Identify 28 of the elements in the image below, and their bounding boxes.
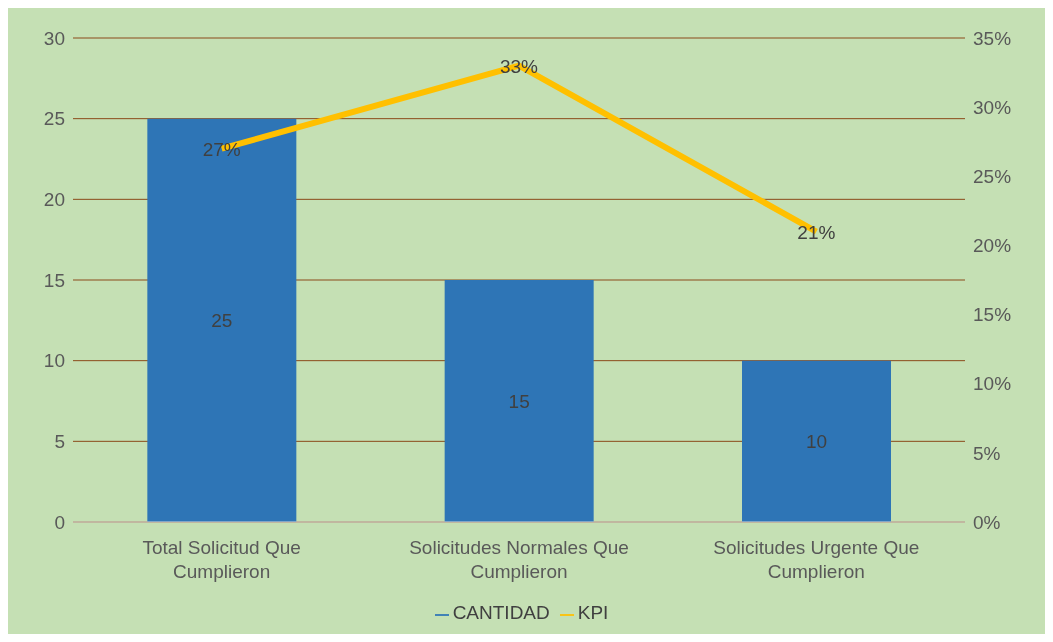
data-label: 27% — [202, 138, 241, 160]
data-label: 10 — [805, 431, 828, 453]
y-tick-label: 5 — [54, 431, 65, 453]
bar — [742, 360, 891, 522]
data-label: 21% — [797, 221, 836, 243]
bar — [147, 118, 297, 522]
y2-tick-label: 25% — [973, 166, 1012, 188]
y2-tick-label: 20% — [973, 235, 1012, 257]
y-tick-label: 15 — [43, 269, 65, 291]
legend-label: KPI — [577, 602, 609, 623]
bar — [444, 280, 594, 522]
y-tick-label: 25 — [43, 108, 65, 130]
y2-tick-label: 15% — [973, 304, 1012, 326]
y-tick-label: 20 — [43, 189, 65, 211]
y-tick-label: 30 — [43, 27, 65, 49]
y-tick-label: 0 — [54, 511, 65, 533]
x-tick-label: Solicitudes Normales Que Cumplieron — [409, 537, 629, 582]
x-tick-label: Solicitudes Urgente Que Cumplieron — [713, 537, 920, 582]
y-tick-label: 10 — [43, 350, 65, 372]
data-label: 25 — [211, 310, 233, 332]
y2-tick-label: 35% — [973, 27, 1012, 49]
y2-tick-label: 30% — [973, 96, 1012, 118]
legend-label: CANTIDAD — [452, 602, 550, 623]
y2-tick-label: 5% — [973, 442, 1001, 464]
y2-tick-label: 0% — [973, 511, 1001, 533]
y2-tick-label: 10% — [973, 373, 1012, 395]
x-tick-label: Total Solicitud Que Cumplieron — [142, 537, 301, 582]
data-label: 15 — [508, 391, 530, 412]
